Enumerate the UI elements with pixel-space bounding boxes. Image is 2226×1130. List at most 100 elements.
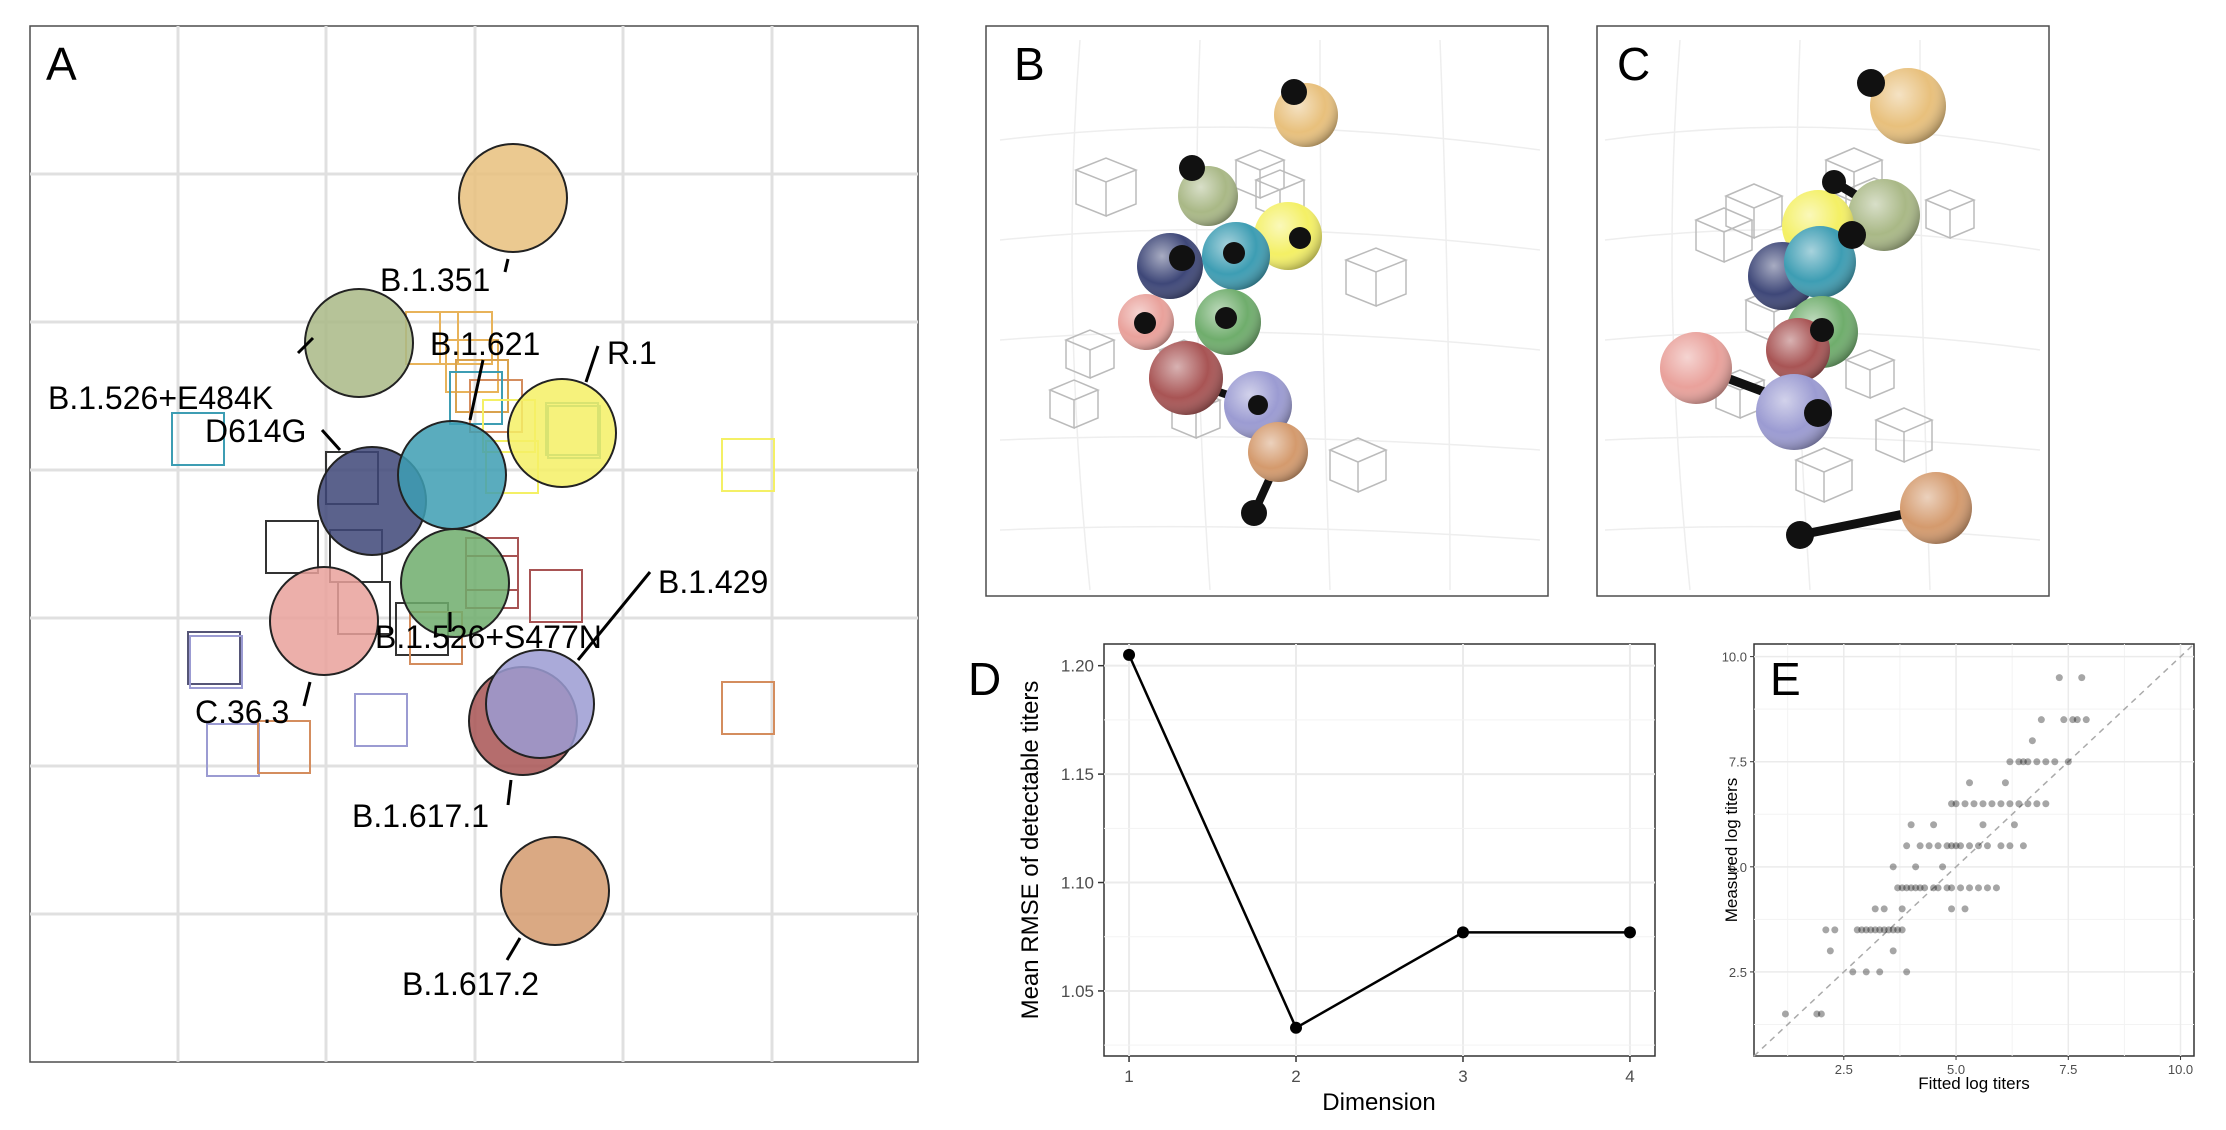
data-point — [1894, 926, 1902, 934]
data-point — [1948, 800, 1956, 808]
panel-e: 2.5 5.0 7.5 10.0 2.5 5.0 7.5 10.0 Fitted log ti… — [1722, 643, 2195, 1093]
data-point — [1876, 926, 1884, 934]
data-point — [2024, 800, 2032, 808]
data-point — [1948, 884, 1956, 892]
label-r1: R.1 — [607, 335, 657, 371]
y-tick-label: 2.5 — [1729, 965, 1747, 980]
antigen-circle-b1429 — [485, 649, 595, 759]
serum-square — [189, 635, 243, 689]
label-b1526-e484k: B.1.526+E484K — [48, 380, 273, 416]
data-point — [1930, 884, 1938, 892]
data-point — [2042, 758, 2050, 766]
panel-b-serum-points — [1134, 79, 1311, 526]
panel-d-plot-area — [1103, 643, 1656, 1057]
data-point — [1862, 968, 1870, 976]
x-tick-label: 4 — [1625, 1067, 1634, 1086]
panel-e-ticks: 2.5 5.0 7.5 10.0 2.5 5.0 7.5 10.0 — [1722, 650, 2193, 1077]
data-point — [2064, 758, 2072, 766]
data-point — [1907, 821, 1915, 829]
data-point — [1898, 905, 1906, 913]
data-point — [2006, 842, 2014, 850]
panel-b-spheres — [1118, 83, 1338, 482]
data-point — [1974, 884, 1982, 892]
data-point — [2001, 779, 2009, 787]
data-point — [2015, 758, 2023, 766]
panel-d: 1 2 3 4 1.05 1.10 1.15 1.20 Dimension Mean RMSE… — [968, 643, 1656, 1116]
panel-d-ticks: 1 2 3 4 1.05 1.10 1.15 1.20 — [1061, 657, 1635, 1086]
serum-square — [439, 311, 493, 365]
data-point — [2033, 758, 2041, 766]
panel-e-grid — [1754, 644, 2194, 1056]
data-point — [1903, 884, 1911, 892]
data-point — [2028, 737, 2036, 745]
data-point — [1966, 842, 1974, 850]
label-b16172: B.1.617.2 — [402, 966, 539, 1002]
y-tick-label: 10.0 — [1722, 650, 1747, 665]
x-tick-label: 3 — [1458, 1067, 1467, 1086]
serum-square — [449, 371, 503, 425]
data-point — [2055, 674, 2063, 682]
panel-c-serum-points — [1786, 69, 1885, 549]
y-tick-label: 1.20 — [1061, 657, 1094, 676]
antigen-circle-b1621 — [397, 420, 507, 530]
x-tick-label: 10.0 — [2168, 1062, 2193, 1077]
label-b1351: B.1.351 — [380, 262, 490, 298]
data-point — [1867, 926, 1875, 934]
panel-d-marks — [1123, 648, 1636, 1034]
data-point — [1831, 926, 1839, 934]
data-point — [1889, 926, 1897, 934]
data-point — [2019, 842, 2027, 850]
data-point — [2037, 716, 2045, 724]
data-point — [1957, 884, 1965, 892]
data-point — [2010, 821, 2018, 829]
data-point — [1925, 842, 1933, 850]
data-point — [1290, 1021, 1303, 1034]
label-b1429: B.1.429 — [658, 564, 768, 600]
x-tick-label: 1 — [1124, 1067, 1133, 1086]
data-point — [1948, 905, 1956, 913]
data-point — [1862, 926, 1870, 934]
antigen-circle-b16172 — [500, 836, 610, 946]
data-point — [1898, 926, 1906, 934]
x-tick-label: 2 — [1291, 1067, 1300, 1086]
data-point — [2006, 800, 2014, 808]
data-point — [1813, 1010, 1821, 1018]
data-point — [1903, 968, 1911, 976]
data-point — [1817, 1010, 1825, 1018]
data-point — [2042, 800, 2050, 808]
data-point — [1979, 800, 1987, 808]
series-line — [1127, 654, 1630, 1030]
serum-square — [354, 693, 408, 747]
data-point — [1781, 1010, 1789, 1018]
data-point — [1997, 800, 2005, 808]
panel-letter-a: A — [46, 38, 77, 90]
panel-e-ylabel: Measured log titers — [1722, 778, 1741, 923]
data-point — [1983, 842, 1991, 850]
antigen-circle-b1526-e484k — [304, 288, 414, 398]
data-point — [2078, 674, 2086, 682]
data-point — [1943, 842, 1951, 850]
data-point — [1123, 648, 1136, 661]
data-point — [1952, 800, 1960, 808]
data-point — [1970, 800, 1978, 808]
serum-square — [721, 438, 775, 492]
data-point — [2051, 758, 2059, 766]
serum-square — [265, 520, 319, 574]
data-point — [1822, 926, 1830, 934]
label-d614g: D614G — [205, 413, 306, 449]
y-tick-label: 1.15 — [1061, 765, 1094, 784]
serum-square — [721, 681, 775, 735]
data-point — [1858, 926, 1866, 934]
antigen-circle-r1 — [507, 378, 617, 488]
data-point — [1961, 905, 1969, 913]
data-point — [1997, 842, 2005, 850]
identity-line — [1753, 643, 2195, 1057]
label-b16171: B.1.617.1 — [352, 798, 489, 834]
data-point — [1930, 821, 1938, 829]
label-b1526-s477n: B.1.526+S477N — [375, 619, 602, 655]
serum-square — [445, 339, 499, 393]
data-point — [1826, 947, 1834, 955]
panel-d-ylabel: Mean RMSE of detectable titers — [1017, 681, 1044, 1020]
panel-d-grid — [1104, 644, 1655, 1056]
